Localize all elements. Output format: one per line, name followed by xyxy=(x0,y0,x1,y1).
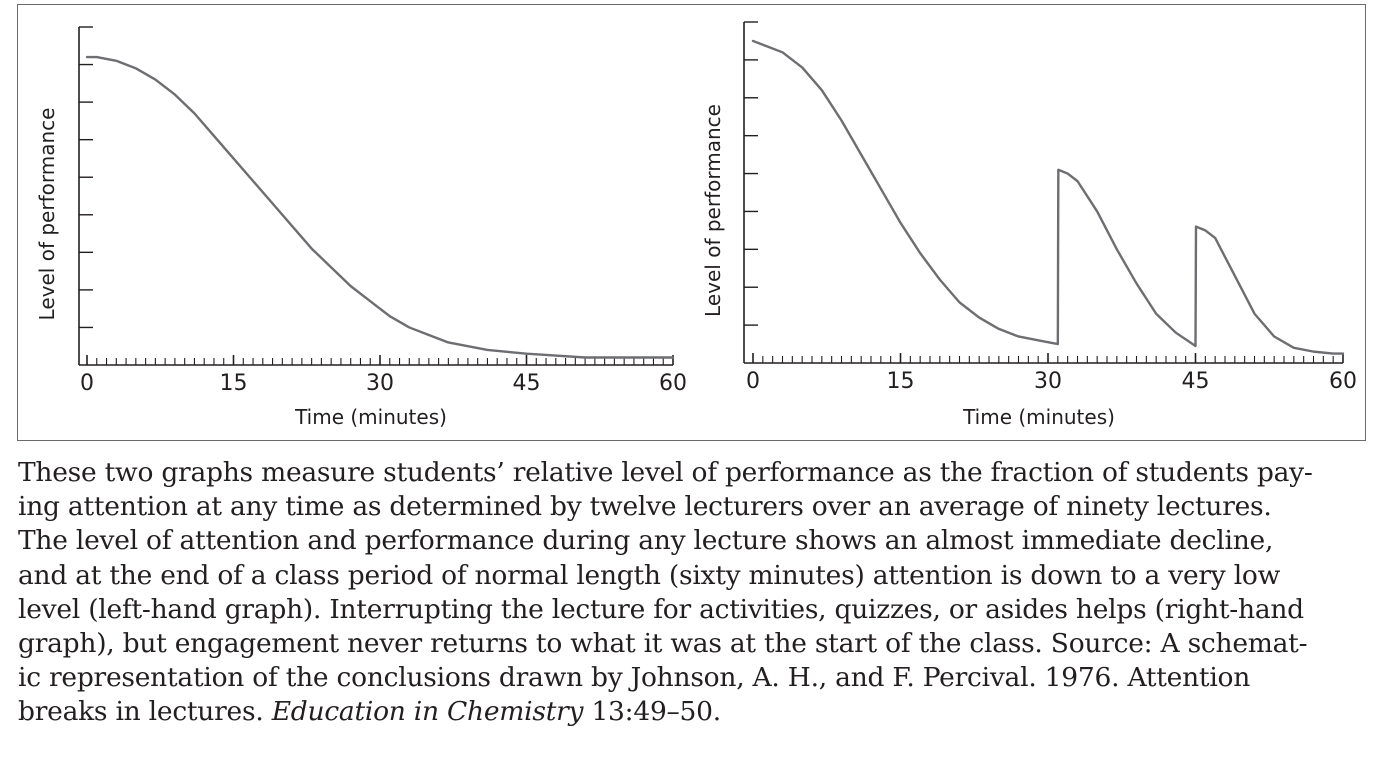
x-axis-label: Time (minutes) xyxy=(962,405,1115,429)
figure-caption: These two graphs measure students’ relat… xyxy=(18,456,1366,730)
caption-text: breaks in lectures. xyxy=(18,696,272,728)
x-tick-label: 30 xyxy=(366,371,394,396)
caption-line: and at the end of a class period of norm… xyxy=(18,559,1281,591)
y-axis-label: Level of performance xyxy=(35,108,59,321)
chart-right: 0 15 30 45 60 Time (minutes) Level of performa… xyxy=(701,21,1357,429)
chart-left: 0 15 30 45 60 Time (minutes) Level of performa… xyxy=(35,26,687,429)
caption-text: 13:49–50. xyxy=(583,696,721,728)
x-tick-label: 0 xyxy=(746,369,760,394)
caption-line: ing attention at any time as determined … xyxy=(18,491,1272,523)
series-line xyxy=(85,55,675,359)
x-tick-label: 15 xyxy=(220,371,248,396)
figure-frame xyxy=(17,4,1366,441)
series-line xyxy=(751,39,1345,355)
x-tick-label: 45 xyxy=(513,371,541,396)
caption-line: graph), but engagement never returns to … xyxy=(18,628,1308,660)
caption-line: level (left-hand graph). Interrupting th… xyxy=(18,593,1304,625)
caption-line: The level of attention and performance d… xyxy=(18,525,1274,557)
x-tick-label: 60 xyxy=(659,371,687,396)
x-tick-label: 0 xyxy=(80,371,94,396)
caption-journal-title: Education in Chemistry xyxy=(271,696,584,728)
y-axis-label: Level of performance xyxy=(701,104,725,317)
x-tick-label: 45 xyxy=(1182,369,1210,394)
x-tick-label: 30 xyxy=(1034,369,1062,394)
caption-line: These two graphs measure students’ relat… xyxy=(18,457,1313,488)
charts-canvas: 0 15 30 45 60 Time (minutes) Level of performa… xyxy=(35,21,1357,429)
x-axis-label: Time (minutes) xyxy=(294,405,447,429)
caption-line: ic representation of the conclusions dra… xyxy=(18,662,1251,694)
x-tick-label: 60 xyxy=(1329,369,1357,394)
caption-line-last: breaks in lectures. Education in Chemist… xyxy=(18,695,1366,729)
x-tick-label: 15 xyxy=(887,369,915,394)
